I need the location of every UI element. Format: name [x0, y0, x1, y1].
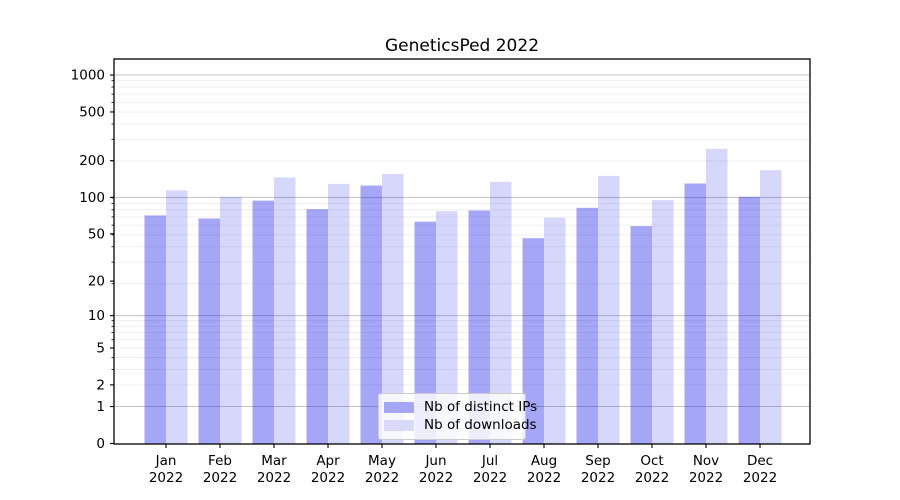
bar-distinct-ips	[684, 183, 706, 444]
y-tick-label: 20	[88, 274, 105, 290]
x-tick-label-year: 2022	[419, 470, 453, 486]
x-tick-label-year: 2022	[311, 470, 345, 486]
y-tick-label: 1	[96, 399, 105, 415]
x-tick-label-year: 2022	[635, 470, 669, 486]
x-tick-label-month: Sep	[585, 453, 610, 469]
y-tick-label: 5	[96, 340, 105, 356]
bar-distinct-ips	[576, 207, 598, 444]
chart-title: GeneticsPed 2022	[384, 36, 540, 56]
x-tick-label-month: Jul	[481, 453, 498, 469]
x-tick-label-month: Jun	[424, 453, 446, 469]
legend-entry: Nb of downloads	[384, 416, 537, 434]
x-tick-label-month: Aug	[531, 453, 557, 469]
x-tick-label-year: 2022	[527, 470, 561, 486]
bar-downloads	[328, 183, 350, 444]
legend-swatch	[384, 419, 414, 431]
y-tick-label: 10	[88, 308, 105, 324]
x-tick-label-year: 2022	[743, 470, 777, 486]
bar-distinct-ips	[738, 196, 760, 444]
legend-label: Nb of downloads	[424, 417, 537, 433]
bar-downloads	[652, 200, 674, 444]
bar-downloads	[490, 181, 512, 444]
x-tick-label-month: May	[368, 453, 396, 469]
x-tick-label-month: Nov	[693, 453, 719, 469]
x-tick-label-year: 2022	[149, 470, 183, 486]
y-tick-label: 1000	[71, 68, 105, 84]
x-tick-label-month: Feb	[208, 453, 232, 469]
bar-distinct-ips	[630, 226, 652, 444]
legend-entry: Nb of distinct IPs	[384, 398, 537, 416]
legend-label: Nb of distinct IPs	[424, 399, 538, 415]
bar-distinct-ips	[414, 221, 436, 444]
bar-distinct-ips	[198, 218, 220, 444]
legend: Nb of distinct IPs Nb of downloads	[378, 393, 537, 440]
bar-downloads	[544, 217, 566, 444]
bar-distinct-ips	[144, 215, 166, 444]
bar-distinct-ips	[360, 185, 382, 444]
y-tick-label: 0	[96, 436, 105, 452]
x-tick-label-year: 2022	[473, 470, 507, 486]
bar-distinct-ips	[522, 238, 544, 444]
bar-downloads	[382, 173, 404, 445]
legend-swatch	[384, 401, 414, 413]
bar-downloads	[166, 190, 188, 444]
x-tick-label-year: 2022	[203, 470, 237, 486]
x-tick-label-year: 2022	[365, 470, 399, 486]
bar-distinct-ips	[252, 200, 274, 444]
x-tick-label-year: 2022	[689, 470, 723, 486]
bar-distinct-ips	[468, 210, 490, 444]
y-tick-label: 500	[79, 104, 105, 120]
bar-downloads	[760, 170, 782, 444]
x-tick-label-month: Dec	[747, 453, 773, 469]
x-tick-label-month: Apr	[316, 453, 340, 469]
bar-downloads	[436, 211, 458, 444]
bar-downloads	[598, 175, 620, 444]
x-tick-label-month: Mar	[261, 453, 287, 469]
y-tick-label: 200	[79, 153, 105, 169]
y-tick-label: 50	[88, 226, 105, 242]
bar-downloads	[220, 196, 242, 444]
y-tick-label: 2	[96, 377, 105, 393]
x-tick-label-year: 2022	[257, 470, 291, 486]
bar-downloads	[706, 148, 728, 444]
x-tick-label-year: 2022	[581, 470, 615, 486]
x-tick-label-month: Oct	[640, 453, 663, 469]
y-tick-label: 100	[79, 190, 105, 206]
x-tick-label-month: Jan	[155, 453, 177, 469]
bar-distinct-ips	[306, 209, 328, 444]
axes-frame	[113, 58, 811, 445]
bar-downloads	[274, 177, 296, 444]
